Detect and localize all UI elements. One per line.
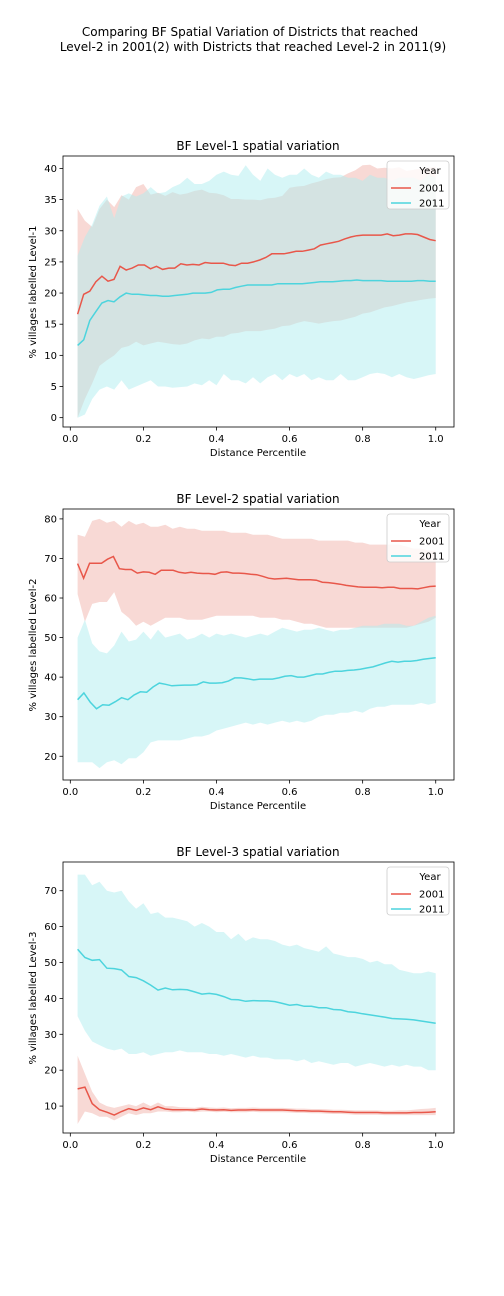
y-tick-label: 60 bbox=[44, 594, 57, 605]
y-tick-label: 15 bbox=[44, 320, 57, 331]
legend: Year 2001 2011 bbox=[386, 866, 450, 916]
x-tick-label: 1.0 bbox=[428, 434, 444, 445]
x-tick-label: 0.4 bbox=[209, 434, 225, 445]
y-tick-label: 80 bbox=[44, 514, 57, 525]
legend-label-2011: 2011 bbox=[419, 905, 444, 916]
legend-label-2001: 2001 bbox=[419, 890, 444, 901]
x-tick-label: 0.0 bbox=[62, 1140, 78, 1151]
y-tick-label: 30 bbox=[44, 712, 57, 723]
y-axis-label: % villages labelled Level-1 bbox=[28, 226, 39, 359]
chart-panel-level-2: 0.0 0.2 0.4 0.6 0.8 1.0 20 30 40 50 60 70 80 BF Leve… bbox=[28, 492, 455, 812]
y-tick-label: 10 bbox=[44, 351, 57, 362]
x-axis-label: Distance Percentile bbox=[210, 448, 306, 459]
x-tick-label: 0.8 bbox=[355, 787, 371, 798]
legend: Year 2001 2011 bbox=[386, 160, 450, 210]
chart-panel-level-1: 0.0 0.2 0.4 0.6 0.8 1.0 0 5 10 15 20 25 30 35 40 BF Le… bbox=[28, 139, 455, 459]
y-tick-label: 30 bbox=[44, 226, 57, 237]
y-tick-label: 20 bbox=[44, 1066, 57, 1077]
legend-label-2011: 2011 bbox=[419, 552, 444, 563]
series-line-2001 bbox=[76, 233, 436, 315]
x-tick-label: 0.0 bbox=[62, 434, 78, 445]
figure-title-line-2: Level-2 in 2001(2) with Districts that r… bbox=[60, 40, 446, 54]
legend-label-2011: 2011 bbox=[419, 199, 444, 210]
series-line-2001 bbox=[77, 1086, 436, 1116]
x-tick-label: 0.2 bbox=[135, 1140, 151, 1151]
y-tick-label: 20 bbox=[44, 752, 57, 763]
legend-box bbox=[386, 513, 450, 563]
y-tick-label: 10 bbox=[44, 1102, 57, 1113]
confidence-band-2011 bbox=[77, 615, 436, 769]
x-axis-label: Distance Percentile bbox=[210, 1154, 306, 1165]
series-line-2001 bbox=[76, 555, 436, 590]
chart-title: BF Level-3 spatial variation bbox=[176, 845, 339, 859]
y-tick-label: 40 bbox=[44, 994, 57, 1005]
legend-box bbox=[386, 866, 450, 916]
plot-area: 0.0 0.2 0.4 0.6 0.8 1.0 0 5 10 15 20 25 30 35 40 bbox=[44, 155, 455, 445]
y-axis-label: % villages labelled Level-3 bbox=[28, 932, 39, 1065]
plot-area: 0.0 0.2 0.4 0.6 0.8 1.0 10 20 30 40 50 60 70 bbox=[44, 861, 455, 1151]
legend-label-2001: 2001 bbox=[419, 184, 444, 195]
x-tick-label: 0.6 bbox=[282, 1140, 298, 1151]
axes-frame bbox=[62, 508, 455, 781]
legend-box bbox=[386, 160, 450, 210]
chart-panel-level-3: 0.0 0.2 0.4 0.6 0.8 1.0 10 20 30 40 50 60 70 BF Leve… bbox=[28, 845, 455, 1165]
confidence-band-2001 bbox=[77, 1055, 436, 1124]
series-line-2011 bbox=[77, 948, 436, 1024]
series-line-2011 bbox=[77, 279, 436, 346]
y-tick-label: 50 bbox=[44, 633, 57, 644]
confidence-band-2011 bbox=[77, 874, 436, 1071]
x-axis-label: Distance Percentile bbox=[210, 801, 306, 812]
confidence-band-2001 bbox=[77, 518, 436, 628]
x-tick-label: 1.0 bbox=[428, 1140, 444, 1151]
x-tick-label: 0.8 bbox=[355, 1140, 371, 1151]
y-tick-label: 30 bbox=[44, 1030, 57, 1041]
x-tick-label: 0.2 bbox=[135, 787, 151, 798]
legend-title: Year bbox=[418, 872, 441, 883]
axes-frame bbox=[62, 155, 455, 428]
chart-title: BF Level-1 spatial variation bbox=[176, 139, 339, 153]
legend: Year 2001 2011 bbox=[386, 513, 450, 563]
plot-area: 0.0 0.2 0.4 0.6 0.8 1.0 20 30 40 50 60 70 80 bbox=[44, 508, 455, 798]
y-tick-label: 60 bbox=[44, 922, 57, 933]
y-axis-label: % villages labelled Level-2 bbox=[28, 579, 39, 712]
figure-title-line-1: Comparing BF Spatial Variation of Distri… bbox=[82, 25, 418, 39]
chart-title: BF Level-2 spatial variation bbox=[176, 492, 339, 506]
x-tick-label: 0.0 bbox=[62, 787, 78, 798]
x-tick-label: 1.0 bbox=[428, 787, 444, 798]
y-tick-label: 35 bbox=[44, 195, 57, 206]
axes-frame bbox=[62, 861, 455, 1134]
legend-label-2001: 2001 bbox=[419, 537, 444, 548]
x-tick-label: 0.2 bbox=[135, 434, 151, 445]
x-tick-label: 0.8 bbox=[355, 434, 371, 445]
x-tick-label: 0.6 bbox=[282, 434, 298, 445]
y-tick-label: 0 bbox=[51, 413, 57, 424]
y-tick-label: 5 bbox=[51, 382, 57, 393]
x-tick-label: 0.4 bbox=[209, 787, 225, 798]
x-tick-label: 0.4 bbox=[209, 1140, 225, 1151]
legend-title: Year bbox=[418, 519, 441, 530]
y-tick-label: 70 bbox=[44, 886, 57, 897]
confidence-band-2011 bbox=[77, 165, 436, 418]
y-tick-label: 40 bbox=[44, 164, 57, 175]
y-tick-label: 40 bbox=[44, 673, 57, 684]
y-tick-label: 50 bbox=[44, 958, 57, 969]
series-line-2011 bbox=[77, 657, 436, 710]
y-tick-label: 25 bbox=[44, 257, 57, 268]
y-tick-label: 20 bbox=[44, 289, 57, 300]
x-tick-label: 0.6 bbox=[282, 787, 298, 798]
legend-title: Year bbox=[418, 166, 441, 177]
y-tick-label: 70 bbox=[44, 554, 57, 565]
